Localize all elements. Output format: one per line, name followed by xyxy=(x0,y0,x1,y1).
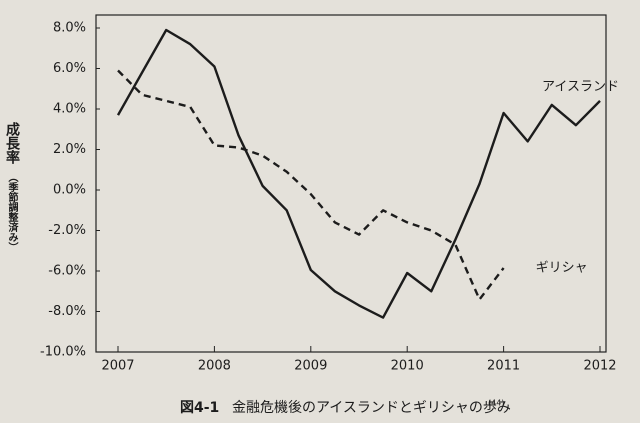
y-tick-label: 0.0% xyxy=(53,183,86,198)
y-tick-label: 8.0% xyxy=(53,21,86,36)
x-tick-label: 2008 xyxy=(198,359,231,374)
y-tick-label: -8.0% xyxy=(48,304,86,319)
y-tick-label: 2.0% xyxy=(53,142,86,157)
series-label: アイスランド xyxy=(542,79,619,94)
series-line xyxy=(116,28,601,319)
y-tick-label: 6.0% xyxy=(53,61,86,76)
y-axis-note: （季節調整済み） xyxy=(6,172,19,252)
series-label: ギリシャ xyxy=(536,260,588,275)
y-tick-label: -10.0% xyxy=(40,345,86,360)
y-tick-label: -6.0% xyxy=(48,264,86,279)
y-tick-label: -2.0% xyxy=(48,223,86,238)
x-tick-label: 2010 xyxy=(391,359,424,374)
x-tick-label: 2007 xyxy=(101,359,134,374)
caption: 金融危機後のアイスランドとギリシャの歩み xyxy=(232,400,511,416)
x-tick-label: 2011 xyxy=(487,359,520,374)
figure-number: 図4-1 xyxy=(180,400,219,416)
y-tick-label: 4.0% xyxy=(53,102,86,117)
plot-frame xyxy=(95,14,607,353)
note-ref: (44) xyxy=(488,399,504,408)
series-line xyxy=(117,69,505,301)
y-axis-label: 成長率 xyxy=(4,121,20,165)
x-tick-label: 2009 xyxy=(294,359,327,374)
x-tick-label: 2012 xyxy=(583,359,616,374)
